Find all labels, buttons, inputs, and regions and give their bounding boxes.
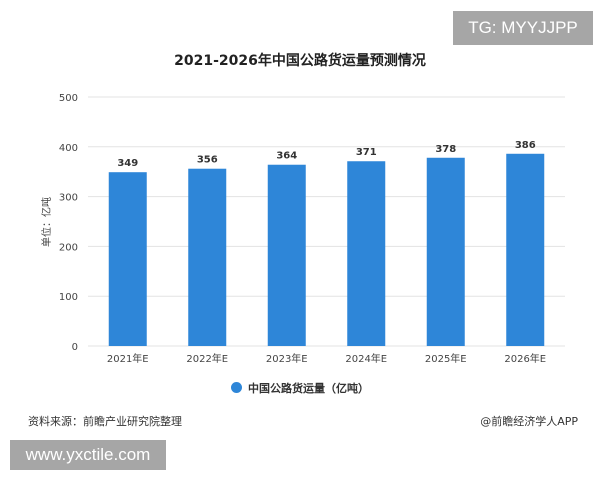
y-axis-label: 单位：亿吨 (40, 197, 53, 247)
bar (347, 161, 386, 346)
site-watermark: www.yxctile.com (10, 440, 166, 470)
data-label: 349 (117, 158, 138, 169)
bar (108, 172, 147, 346)
y-tick-label: 400 (59, 143, 78, 154)
x-tick-label: 2025年E (425, 352, 467, 365)
x-tick-label: 2023年E (266, 352, 308, 365)
y-tick-label: 300 (59, 193, 78, 204)
data-label: 364 (276, 151, 297, 162)
y-tick-label: 0 (72, 342, 78, 353)
bar (426, 157, 465, 346)
data-label: 356 (197, 155, 218, 166)
y-tick-label: 100 (59, 292, 78, 303)
y-tick-label: 500 (59, 93, 78, 104)
bar (188, 168, 227, 346)
x-tick-label: 2022年E (186, 352, 228, 365)
bar (267, 164, 306, 346)
data-label: 386 (515, 140, 536, 151)
source-note: 资料来源：前瞻产业研究院整理 (28, 415, 182, 428)
y-tick-label: 200 (59, 242, 78, 253)
chart-title: 2021-2026年中国公路货运量预测情况 (174, 53, 426, 69)
legend-label: 中国公路货运量（亿吨） (248, 382, 369, 395)
legend-swatch (231, 382, 242, 393)
data-label: 371 (356, 147, 377, 158)
legend: 中国公路货运量（亿吨） (0, 380, 600, 396)
tg-watermark: TG: MYYJJPP (453, 11, 593, 45)
x-tick-label: 2026年E (504, 352, 546, 365)
brand-credit: @前瞻经济学人APP (480, 415, 578, 428)
bar (506, 153, 545, 346)
x-tick-label: 2024年E (345, 352, 387, 365)
x-tick-label: 2021年E (107, 352, 149, 365)
data-label: 378 (435, 144, 456, 155)
